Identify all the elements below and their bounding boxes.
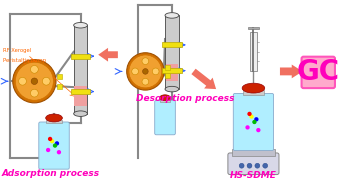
Circle shape — [247, 112, 252, 116]
Circle shape — [31, 89, 38, 97]
Ellipse shape — [74, 111, 87, 116]
Circle shape — [15, 62, 54, 100]
Bar — [57, 74, 62, 79]
FancyArrow shape — [98, 48, 118, 62]
Bar — [165, 73, 170, 78]
FancyBboxPatch shape — [233, 94, 274, 150]
Circle shape — [142, 78, 149, 85]
Circle shape — [13, 60, 56, 103]
FancyBboxPatch shape — [39, 122, 69, 169]
FancyBboxPatch shape — [228, 153, 279, 175]
Circle shape — [249, 115, 253, 119]
Circle shape — [55, 141, 59, 146]
Text: Desorption process: Desorption process — [135, 94, 234, 103]
Bar — [165, 65, 170, 70]
Circle shape — [143, 69, 148, 74]
Circle shape — [254, 117, 259, 122]
Text: Adsorption process: Adsorption process — [2, 169, 100, 177]
FancyBboxPatch shape — [301, 57, 335, 88]
Bar — [74, 25, 87, 114]
Bar — [160, 99, 170, 102]
Circle shape — [256, 128, 260, 132]
Circle shape — [245, 125, 250, 130]
Bar — [248, 26, 259, 29]
Circle shape — [255, 163, 260, 168]
Bar — [74, 86, 87, 106]
Ellipse shape — [74, 22, 87, 28]
Circle shape — [57, 150, 61, 154]
Ellipse shape — [160, 95, 170, 101]
Circle shape — [132, 68, 139, 75]
Circle shape — [252, 120, 257, 124]
Circle shape — [48, 137, 52, 141]
Circle shape — [142, 58, 149, 64]
Bar — [162, 68, 182, 73]
Circle shape — [46, 148, 50, 152]
Ellipse shape — [165, 13, 179, 18]
Bar — [243, 90, 264, 95]
Circle shape — [31, 78, 38, 84]
Circle shape — [129, 55, 162, 88]
Circle shape — [239, 163, 244, 168]
Circle shape — [127, 53, 164, 90]
Bar — [71, 54, 90, 59]
Text: Peristaltic pump: Peristaltic pump — [3, 58, 46, 63]
Text: RF Xerogel: RF Xerogel — [3, 48, 31, 53]
Bar — [232, 149, 275, 156]
Circle shape — [50, 139, 54, 143]
Bar — [165, 15, 179, 89]
Text: GC: GC — [297, 58, 340, 86]
Circle shape — [152, 68, 159, 75]
FancyArrow shape — [191, 69, 216, 89]
Ellipse shape — [46, 114, 62, 122]
Bar — [71, 89, 90, 94]
Text: HS-SDME: HS-SDME — [230, 170, 277, 180]
FancyArrow shape — [280, 64, 303, 78]
Bar — [162, 43, 182, 47]
Circle shape — [247, 163, 252, 168]
Circle shape — [53, 143, 57, 148]
Ellipse shape — [242, 83, 265, 93]
Bar — [46, 120, 62, 123]
Bar — [57, 84, 62, 89]
Ellipse shape — [165, 86, 179, 92]
Circle shape — [31, 65, 38, 73]
Bar — [250, 33, 257, 71]
Circle shape — [263, 163, 268, 168]
Circle shape — [43, 77, 50, 85]
Bar — [166, 64, 178, 81]
Circle shape — [19, 77, 26, 85]
FancyBboxPatch shape — [155, 100, 175, 135]
